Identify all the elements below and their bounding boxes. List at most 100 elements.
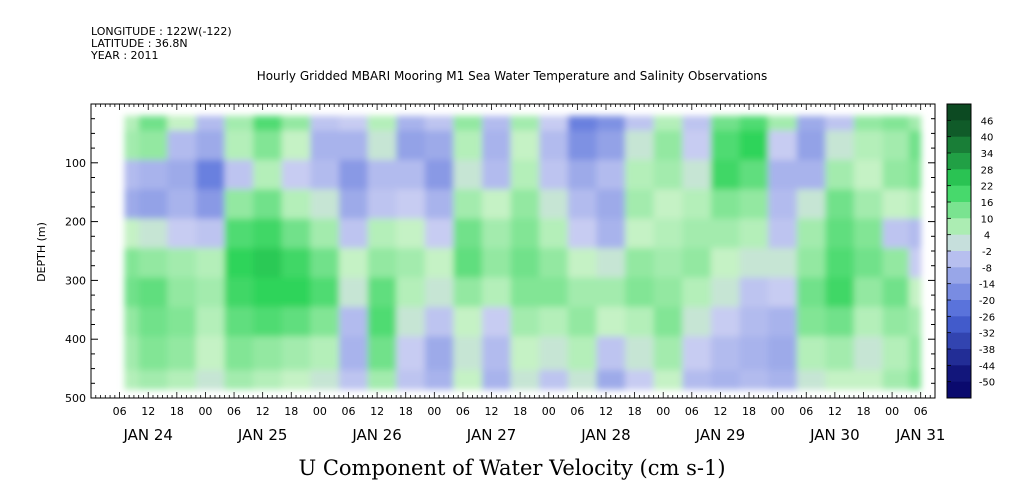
field-cell: [768, 159, 798, 190]
field-cell: [138, 115, 168, 132]
field-cell: [596, 370, 626, 390]
field-cell: [908, 370, 922, 390]
field-cell: [138, 370, 168, 390]
field-cell: [167, 115, 197, 132]
field-cell: [482, 248, 512, 279]
field-cell: [882, 370, 910, 390]
field-cell: [682, 189, 712, 220]
field-cell: [482, 218, 512, 249]
x-hour-label: 06: [113, 405, 127, 418]
x-hour-label: 06: [570, 405, 584, 418]
field-cell: [853, 189, 884, 220]
field-cell: [796, 277, 826, 308]
field-cell: [796, 218, 826, 249]
field-cell: [253, 248, 283, 279]
field-cell: [539, 370, 569, 390]
field-cell: [825, 159, 855, 190]
field-cell: [482, 159, 512, 190]
field-cell: [653, 336, 683, 371]
field-cell: [882, 115, 910, 132]
field-cell: [768, 130, 798, 161]
field-cell: [825, 130, 855, 161]
field-cell: [739, 370, 769, 390]
field-cell: [682, 370, 712, 390]
x-hour-label: 06: [341, 405, 355, 418]
field-cell: [739, 130, 769, 161]
x-hour-label: 00: [771, 405, 785, 418]
field-cell: [682, 336, 712, 371]
colorbar-label: 40: [981, 133, 994, 144]
field-cell: [539, 248, 569, 279]
field-cell: [224, 218, 254, 249]
field-cell: [253, 130, 283, 161]
colorbar-swatch: [947, 283, 971, 301]
field-cell: [482, 189, 512, 220]
field-cell: [625, 306, 655, 337]
field-cell: [596, 218, 626, 249]
field-cell: [167, 218, 197, 249]
field-cell: [124, 115, 140, 132]
field-cell: [424, 130, 454, 161]
field-cell: [539, 130, 569, 161]
field-cell: [625, 248, 655, 279]
field-cell: [167, 248, 197, 279]
field-cell: [124, 189, 140, 220]
y-axis: 100 200 300 400 500: [65, 118, 935, 405]
x-hour-label: 06: [799, 405, 813, 418]
field-cell: [138, 130, 168, 161]
field-cell: [339, 159, 369, 190]
field-cell: [567, 218, 597, 249]
field-cell: [367, 130, 397, 161]
field-cell: [625, 218, 655, 249]
colorbar-label: 4: [984, 231, 990, 242]
x-hour-label: 00: [542, 405, 556, 418]
field-cell: [653, 115, 683, 132]
field-cell: [367, 218, 397, 249]
field-cell: [310, 370, 340, 390]
field-cell: [367, 277, 397, 308]
field-cell: [908, 277, 922, 308]
field-cell: [167, 277, 197, 308]
field-cell: [882, 277, 910, 308]
field-cell: [424, 248, 454, 279]
header-info: LONGITUDE : 122W(-122) LATITUDE : 36.8N …: [90, 25, 232, 62]
field-cell: [710, 159, 741, 190]
field-cell: [625, 277, 655, 308]
field-cell: [739, 189, 769, 220]
x-day-label: JAN 30: [809, 426, 860, 444]
field-cell: [310, 159, 340, 190]
field-cell: [768, 306, 798, 337]
field-cell: [339, 336, 369, 371]
field-cell: [653, 218, 683, 249]
field-cell: [281, 130, 311, 161]
field-cell: [138, 306, 168, 337]
field-cell: [739, 277, 769, 308]
field-cell: [367, 159, 397, 190]
field-cell: [567, 306, 597, 337]
field-cell: [424, 115, 454, 132]
field-cell: [768, 277, 798, 308]
field-cell: [253, 189, 283, 220]
field-cell: [825, 277, 855, 308]
y-tick-label: 500: [65, 392, 86, 405]
x-hour-label: 00: [198, 405, 212, 418]
field-cell: [853, 115, 884, 132]
field-cell: [482, 130, 512, 161]
colorbar-label: 16: [981, 198, 994, 209]
field-cell: [825, 336, 855, 371]
field-cell: [367, 370, 397, 390]
field-cell: [882, 189, 910, 220]
field-cell: [510, 336, 540, 371]
field-cell: [482, 277, 512, 308]
field-cell: [853, 277, 884, 308]
colorbar-swatch: [947, 104, 971, 121]
field-cell: [367, 115, 397, 132]
field-cell: [138, 189, 168, 220]
field-cell: [253, 306, 283, 337]
field-cell: [253, 336, 283, 371]
field-cell: [138, 248, 168, 279]
field-cell: [853, 159, 884, 190]
field-cell: [281, 306, 311, 337]
field-cell: [224, 248, 254, 279]
